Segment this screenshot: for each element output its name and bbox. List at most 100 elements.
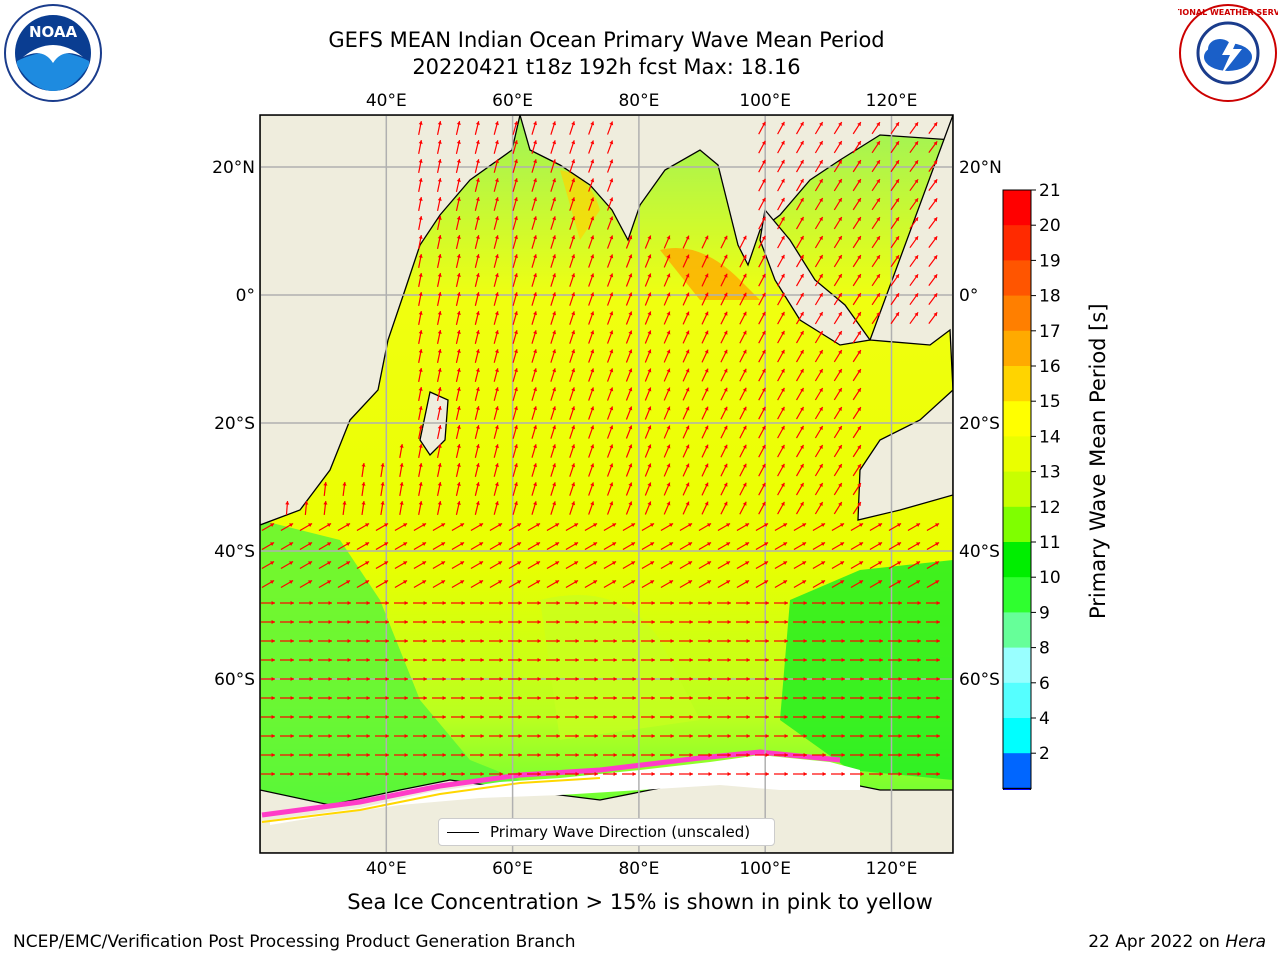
wave-arrow-head [494,425,499,430]
colorbar-segment [1003,577,1031,613]
wave-arrow-head [704,406,709,411]
wave-arrow-head [594,600,598,606]
wave-arrow-head [475,273,480,278]
wave-arrow-head [347,733,351,739]
wave-arrow-head [494,159,499,164]
wave-arrow-head [475,349,480,354]
wave-arrow-head [860,600,864,606]
wave-arrow-head [819,216,823,221]
wave-arrow-head [761,121,766,126]
wave-arrow-head [857,464,861,469]
wave-arrow-head [571,406,576,411]
wave-arrow-head [609,444,614,449]
wave-arrow-head [838,293,842,298]
wave-arrow-head [764,542,769,546]
wave-arrow-head [800,121,804,126]
colorbar-label: 2 [1039,744,1050,764]
wave-arrow-head [556,676,560,682]
wave-arrow-head [840,523,845,527]
wave-arrow-head [437,121,442,125]
wave-arrow-head [689,676,693,682]
wave-arrow-head [723,425,728,430]
wave-arrow-head [838,236,842,241]
wave-arrow-head [689,619,693,625]
wave-arrow-head [917,657,921,663]
wave-arrow-head [838,407,842,412]
wave-arrow-head [784,695,788,701]
colorbar-segment [1003,260,1031,297]
wave-arrow-head [552,235,557,240]
wave-arrow-head [745,523,750,527]
lat-tick-left: 20°S [214,414,255,434]
wave-arrow-head [723,406,728,411]
wave-arrow-head [704,425,709,430]
wave-arrow-head [917,733,921,739]
wave-arrow-head [898,676,902,682]
wave-arrow-head [800,216,804,221]
wave-arrow-head [403,523,408,527]
wave-arrow-head [723,482,728,487]
wave-arrow-head [609,235,614,240]
lon-tick-top: 40°E [366,91,407,111]
wave-arrow-head [917,714,921,720]
wave-arrow-head [800,463,804,468]
wave-arrow-head [609,197,614,202]
wave-arrow-head [290,619,294,625]
wave-arrow-head [914,160,919,165]
wave-arrow-head [838,141,842,146]
wave-arrow-head [385,752,389,758]
wave-arrow-head [361,501,366,505]
wave-arrow-head [780,140,785,145]
wave-arrow-head [761,292,766,297]
colorbar-label: 10 [1039,568,1061,588]
wave-arrow-head [723,387,728,392]
colorbar-label: 11 [1039,533,1061,553]
wave-arrow-head [857,255,861,260]
wave-arrow-head [537,657,541,663]
wave-arrow-head [914,274,919,279]
colorbar-label: 17 [1039,322,1061,342]
colorbar-label: 19 [1039,251,1061,271]
wave-arrow-head [346,561,351,565]
wave-arrow-head [575,733,579,739]
wave-arrow-head [822,638,826,644]
wave-arrow-head [631,523,636,527]
wave-arrow-head [517,542,522,546]
wave-arrow-head [575,714,579,720]
wave-arrow-head [742,273,747,278]
wave-direction-arrows [261,121,940,777]
wave-arrow-head [819,292,823,297]
colorbar-segment [1003,612,1031,649]
wave-arrow-head [704,387,709,392]
wave-arrow-head [494,178,499,183]
wave-arrow-head [571,197,576,202]
wave-arrow-head [290,638,294,644]
wave-arrow-head [685,425,690,430]
wave-arrow-head [689,752,693,758]
wave-arrow-head [308,542,313,546]
wave-arrow-head [571,235,576,240]
colorbar-segment [1003,366,1031,402]
wave-arrow-head [590,463,595,468]
wave-arrow-head [571,330,576,335]
wave-arrow-head [270,561,275,565]
wave-arrow-head [879,619,883,625]
wave-arrow-head [423,600,427,606]
wave-arrow-head [685,292,690,297]
wave-arrow-head [590,121,595,126]
wave-arrow-head [442,676,446,682]
wave-arrow-head [628,349,633,354]
wave-arrow-head [933,274,938,279]
wave-arrow-head [594,771,598,777]
wave-arrow-head [780,501,785,506]
wave-arrow-head [631,580,636,584]
wave-arrow-head [590,197,595,202]
wave-arrow-head [628,273,633,278]
wave-arrow-head [857,160,861,165]
wave-arrow-head [308,523,313,527]
wave-arrow-head [838,274,842,279]
wave-arrow-head [914,217,919,222]
wave-arrow-head [609,178,614,183]
wave-arrow-head [499,733,503,739]
wave-arrow-head [590,140,595,145]
